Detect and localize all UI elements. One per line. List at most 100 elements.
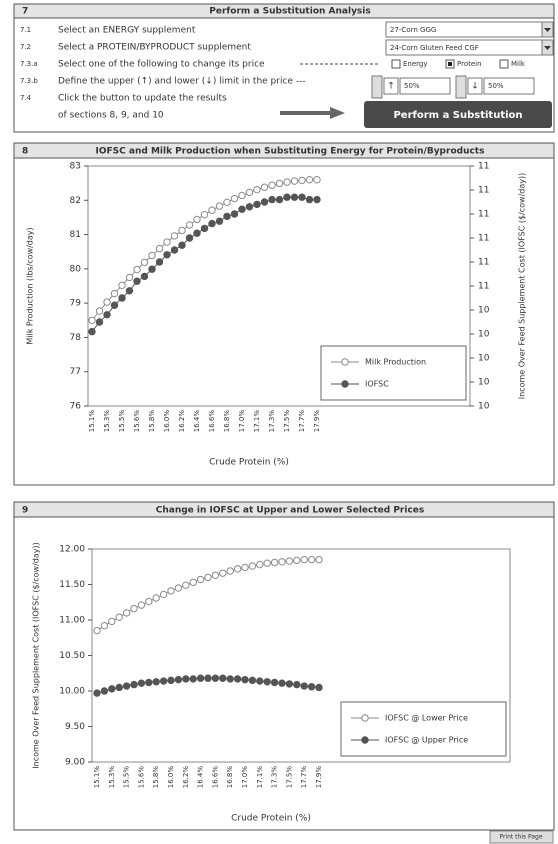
x-tick-label: 17.9% bbox=[313, 410, 321, 433]
x-tick-label: 15.1% bbox=[88, 410, 96, 433]
marker bbox=[275, 195, 284, 204]
marker bbox=[200, 224, 209, 233]
marker bbox=[93, 689, 101, 697]
marker bbox=[245, 203, 254, 211]
marker bbox=[256, 677, 264, 685]
marker bbox=[88, 327, 96, 336]
marker bbox=[313, 195, 321, 204]
marker bbox=[233, 675, 242, 683]
x-tick-label: 16.2% bbox=[182, 766, 190, 789]
y2-tick-label: 11 bbox=[478, 258, 489, 268]
marker bbox=[341, 358, 349, 366]
marker bbox=[305, 176, 314, 184]
marker bbox=[263, 559, 271, 567]
legend-label: IOFSC @ Lower Price bbox=[385, 714, 468, 723]
lower-value: 50% bbox=[488, 82, 504, 90]
x-tick-label: 16.6% bbox=[208, 410, 216, 433]
marker bbox=[241, 675, 249, 684]
marker bbox=[193, 215, 201, 224]
marker bbox=[159, 677, 168, 685]
x-tick-label: 15.8% bbox=[152, 766, 160, 789]
marker bbox=[115, 683, 123, 692]
y2-tick-label: 11 bbox=[478, 234, 489, 244]
marker bbox=[219, 569, 227, 577]
step-num: 7.3.b bbox=[20, 77, 38, 85]
x-tick-label: 16.6% bbox=[211, 766, 219, 789]
x-tick-label: 17.1% bbox=[256, 766, 264, 789]
chart-header bbox=[13, 142, 555, 159]
marker bbox=[298, 176, 306, 185]
x-tick-label: 17.3% bbox=[268, 410, 276, 433]
step-num: 7.4 bbox=[20, 94, 32, 102]
x-tick-label: 15.6% bbox=[137, 766, 145, 789]
marker bbox=[174, 675, 183, 684]
marker bbox=[305, 195, 314, 204]
y-tick-label: 11.00 bbox=[59, 616, 85, 626]
marker bbox=[196, 575, 205, 584]
radio[interactable] bbox=[499, 59, 509, 69]
marker bbox=[140, 272, 149, 281]
radio[interactable] bbox=[391, 59, 401, 69]
step-text: of sections 8, 9, and 10 bbox=[58, 111, 164, 121]
y2-tick-label: 10 bbox=[478, 378, 490, 388]
y-tick-label: 78 bbox=[70, 333, 82, 343]
marker bbox=[253, 200, 261, 209]
marker bbox=[145, 678, 153, 687]
marker bbox=[152, 594, 160, 602]
marker bbox=[133, 265, 141, 274]
x-tick-label: 15.5% bbox=[118, 410, 126, 433]
marker bbox=[148, 265, 156, 273]
y-tick-label: 9.50 bbox=[65, 722, 85, 732]
substitution-button[interactable] bbox=[364, 101, 552, 128]
print-button[interactable] bbox=[489, 830, 554, 844]
x-tick-label: 15.1% bbox=[93, 766, 101, 789]
marker bbox=[125, 273, 134, 282]
marker bbox=[140, 258, 149, 267]
spinner[interactable] bbox=[371, 75, 383, 99]
marker bbox=[223, 212, 231, 221]
marker bbox=[130, 680, 138, 689]
lower-arrow-box bbox=[467, 77, 483, 95]
marker bbox=[253, 185, 261, 194]
marker bbox=[208, 219, 216, 228]
marker bbox=[223, 198, 231, 207]
marker bbox=[130, 604, 138, 613]
legend-label: Milk Production bbox=[365, 358, 426, 367]
y-tick-label: 77 bbox=[70, 367, 81, 377]
x-tick-label: 15.3% bbox=[108, 766, 116, 789]
option-label: Energy bbox=[403, 60, 428, 68]
marker bbox=[137, 679, 146, 687]
marker bbox=[196, 674, 205, 682]
x-tick-label: 15.5% bbox=[123, 766, 131, 789]
marker bbox=[170, 246, 179, 254]
step-text: Select a PROTEIN/BYPRODUCT supplement bbox=[58, 43, 251, 53]
marker bbox=[233, 565, 242, 573]
marker bbox=[185, 234, 194, 242]
panel-title: Perform a Substitution Analysis bbox=[209, 7, 371, 17]
marker bbox=[361, 736, 369, 744]
marker bbox=[245, 188, 254, 197]
x-tick-label: 16.8% bbox=[223, 410, 231, 433]
marker bbox=[137, 601, 146, 609]
marker bbox=[163, 238, 171, 246]
upper-input[interactable] bbox=[399, 77, 451, 95]
lower-input[interactable] bbox=[483, 77, 535, 95]
step-text: Select one of the following to change it… bbox=[58, 60, 265, 70]
marker bbox=[189, 578, 197, 587]
marker bbox=[260, 198, 269, 206]
spinner[interactable] bbox=[455, 75, 467, 99]
x-tick-label: 15.3% bbox=[103, 410, 111, 433]
chart-title: Change in IOFSC at Upper and Lower Selec… bbox=[156, 506, 425, 516]
legend-label: IOFSC bbox=[365, 380, 389, 389]
marker bbox=[152, 678, 160, 686]
y-tick-label: 82 bbox=[70, 196, 81, 206]
marker bbox=[283, 193, 291, 201]
x-tick-label: 17.5% bbox=[283, 410, 291, 433]
marker bbox=[361, 714, 369, 722]
step-num: 7.3.a bbox=[20, 60, 38, 68]
options: Energy Protein Milk bbox=[391, 59, 526, 69]
marker bbox=[110, 289, 119, 298]
marker bbox=[95, 318, 104, 326]
y2-tick-label: 11 bbox=[478, 162, 489, 172]
marker bbox=[93, 626, 101, 635]
